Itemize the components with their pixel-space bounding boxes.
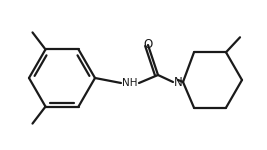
Text: O: O [143, 38, 153, 51]
Text: N: N [174, 75, 182, 88]
Text: NH: NH [122, 78, 138, 88]
